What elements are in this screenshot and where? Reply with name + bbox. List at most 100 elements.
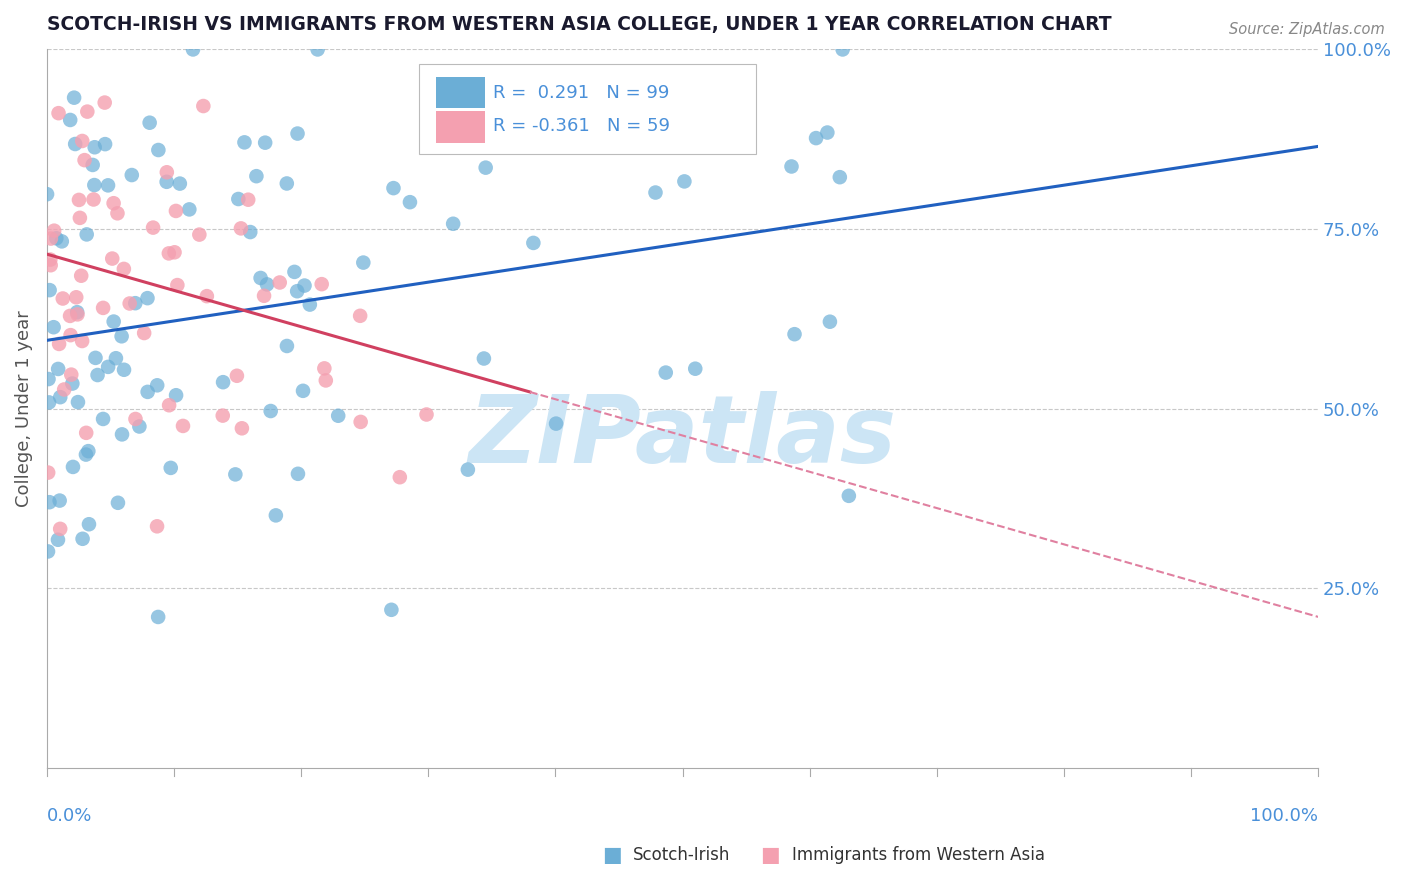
Point [276, 177, 298, 191]
Point [75, 425, 97, 440]
Point [124, 296, 146, 310]
Point [264, 508, 287, 523]
Point [245, 169, 267, 183]
Point [287, 127, 309, 141]
Point [70, 268, 93, 283]
Point [156, 165, 179, 179]
Point [101, 252, 124, 266]
Point [83, 140, 105, 154]
Point [77, 444, 100, 458]
Text: 100.0%: 100.0% [1250, 807, 1319, 825]
Point [287, 467, 309, 481]
Point [655, 366, 678, 380]
Point [165, 203, 187, 218]
Point [683, 361, 706, 376]
Point [441, 217, 464, 231]
Point [73, 153, 96, 168]
Point [107, 496, 129, 510]
Point [380, 603, 402, 617]
Point [59, 112, 82, 127]
Point [146, 610, 169, 624]
Point [42, 320, 65, 334]
Point [157, 246, 180, 260]
Point [211, 409, 233, 423]
Point [93, 95, 115, 110]
Point [112, 363, 135, 377]
FancyBboxPatch shape [419, 64, 756, 153]
Point [38, 283, 60, 297]
Point [311, 277, 333, 292]
Point [388, 470, 411, 484]
Point [51, 235, 73, 249]
Point [77, 517, 100, 532]
Point [69, 211, 91, 225]
Point [166, 278, 188, 293]
Point [84, 351, 107, 365]
Point [38, 395, 60, 409]
Point [328, 409, 350, 423]
Point [104, 351, 127, 366]
Point [474, 161, 496, 175]
Point [224, 467, 246, 482]
Point [37, 466, 59, 480]
Point [63, 90, 86, 104]
Point [70, 134, 93, 148]
Point [239, 225, 262, 239]
Point [112, 261, 135, 276]
Point [349, 309, 371, 323]
Point [49, 522, 72, 536]
Point [91, 301, 114, 315]
Point [472, 351, 495, 366]
Point [128, 419, 150, 434]
Point [91, 412, 114, 426]
Point [828, 170, 851, 185]
Point [815, 126, 838, 140]
Point [253, 289, 276, 303]
Point [39, 231, 62, 245]
Point [181, 42, 204, 56]
Text: ■: ■ [602, 845, 621, 864]
Point [46, 533, 69, 547]
Point [146, 519, 169, 533]
Point [48, 337, 70, 351]
Point [39, 252, 62, 267]
Point [38, 495, 60, 509]
Point [72, 532, 94, 546]
Point [37, 544, 59, 558]
Point [146, 378, 169, 392]
Point [97, 178, 120, 193]
Point [188, 227, 211, 242]
Point [350, 415, 373, 429]
Point [298, 297, 321, 311]
Point [157, 398, 180, 412]
Point [256, 277, 278, 292]
Text: ZIPatlas: ZIPatlas [468, 392, 897, 483]
Text: Immigrants from Western Asia: Immigrants from Western Asia [792, 846, 1045, 863]
Point [110, 329, 132, 343]
Point [238, 193, 260, 207]
Point [70, 334, 93, 348]
Point [118, 296, 141, 310]
Point [138, 116, 160, 130]
Point [233, 136, 256, 150]
Point [148, 143, 170, 157]
Point [783, 327, 806, 342]
Point [142, 220, 165, 235]
Text: R = -0.361   N = 59: R = -0.361 N = 59 [494, 118, 671, 136]
Point [48, 493, 70, 508]
Point [644, 186, 666, 200]
Point [352, 255, 374, 269]
Point [136, 384, 159, 399]
Point [82, 158, 104, 172]
Point [457, 462, 479, 476]
Point [60, 368, 83, 382]
Point [46, 362, 69, 376]
Point [254, 136, 277, 150]
Point [818, 315, 841, 329]
Point [62, 459, 84, 474]
Point [294, 278, 316, 293]
Point [269, 276, 291, 290]
Point [67, 193, 90, 207]
Point [283, 265, 305, 279]
Point [35, 187, 58, 202]
